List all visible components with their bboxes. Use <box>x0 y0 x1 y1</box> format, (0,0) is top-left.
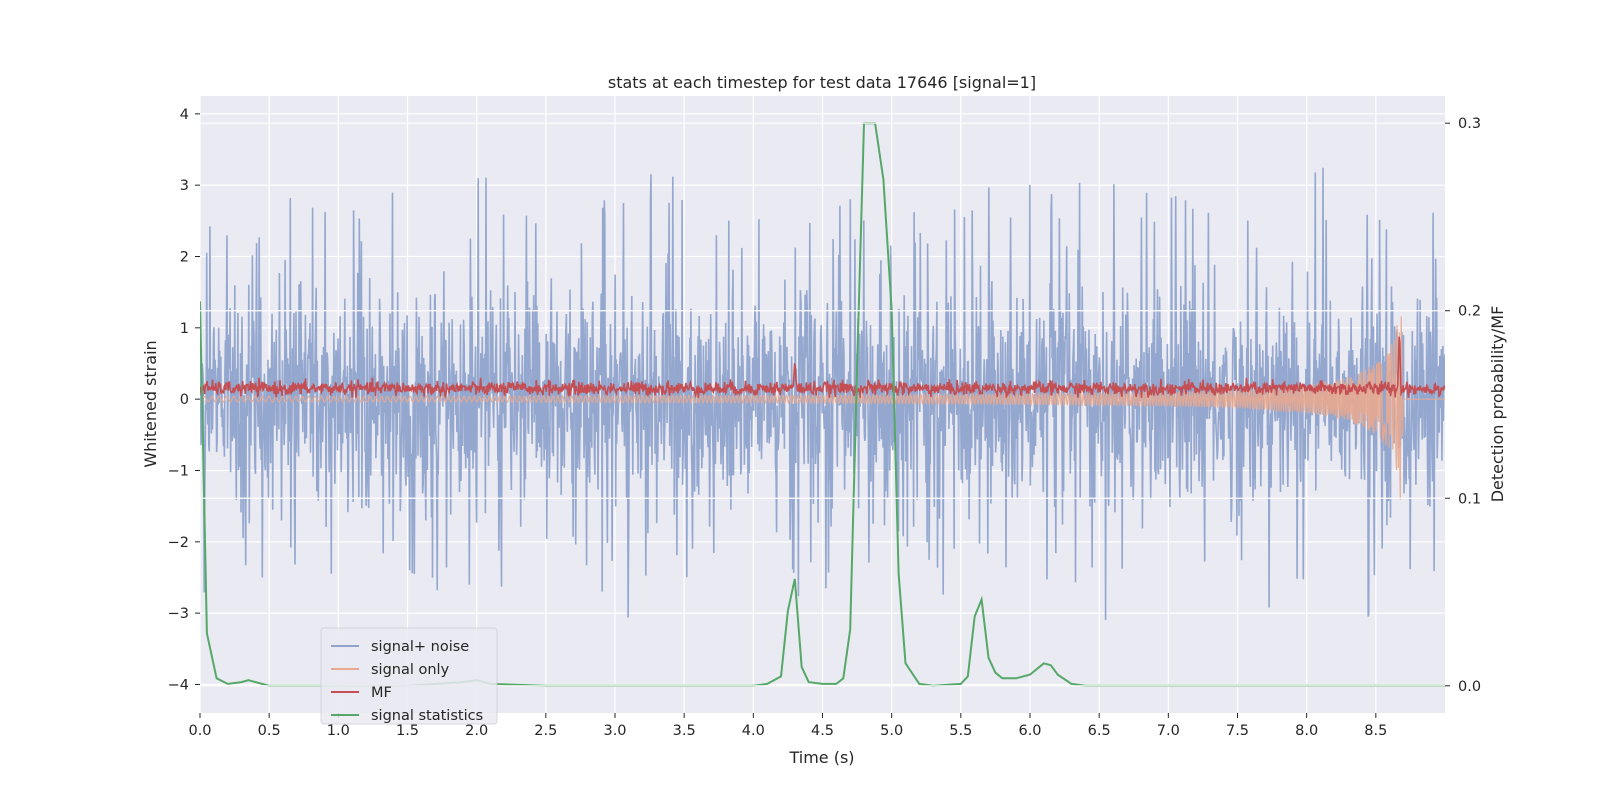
y-right-tick-label: 0.2 <box>1458 304 1481 320</box>
series-mf <box>200 336 1445 399</box>
x-tick-label: 3.0 <box>603 723 626 739</box>
x-axis: 0.0 0.5 1.0 1.5 2.0 2.5 3.0 3.5 4.0 4.5 5.0 5.5 6.0 6… <box>188 713 1387 739</box>
chart-title: stats at each timestep for test data 176… <box>608 73 1036 92</box>
x-tick-label: 7.0 <box>1157 723 1180 739</box>
y-axis-left: 4 3 2 1 0 −1 −2 −3 −4 <box>168 107 200 693</box>
y-tick-label: 3 <box>180 178 189 194</box>
x-tick-label: 1.0 <box>327 723 350 739</box>
x-axis-label: Time (s) <box>788 748 854 767</box>
x-tick-label: 0.0 <box>188 723 211 739</box>
x-tick-label: 8.5 <box>1364 723 1387 739</box>
x-tick-label: 7.5 <box>1226 723 1249 739</box>
legend-label: signal only <box>371 662 450 678</box>
legend-label: MF <box>371 685 392 701</box>
y-right-tick-label: 0.0 <box>1458 679 1481 695</box>
x-tick-label: 6.0 <box>1018 723 1041 739</box>
y-tick-label: 4 <box>180 107 189 123</box>
series-signal-only <box>200 316 1445 500</box>
x-tick-label: 8.0 <box>1295 723 1318 739</box>
y-axis-label: Whitened strain <box>141 340 160 467</box>
legend-box <box>320 627 498 725</box>
x-tick-label: 4.5 <box>811 723 834 739</box>
y-tick-label: −2 <box>168 535 189 551</box>
y-tick-label: 2 <box>180 249 189 265</box>
x-tick-label: 1.5 <box>396 723 419 739</box>
y-axis-right: 0.3 0.2 0.1 0.0 <box>1445 116 1481 695</box>
y-right-tick-label: 0.3 <box>1458 116 1481 132</box>
legend-entries: signal+ noise signal only MF signal statist… <box>331 639 483 724</box>
x-tick-label: 2.5 <box>534 723 557 739</box>
x-tick-label: 3.5 <box>673 723 696 739</box>
y-tick-label: −4 <box>168 677 189 693</box>
y-tick-label: 0 <box>180 392 189 408</box>
x-tick-label: 6.5 <box>1088 723 1111 739</box>
legend: signal+ noise signal only MF signal statist… <box>320 627 498 725</box>
x-tick-label: 0.5 <box>258 723 281 739</box>
x-tick-label: 5.5 <box>949 723 972 739</box>
x-tick-label: 4.0 <box>742 723 765 739</box>
y-tick-label: 1 <box>180 321 189 337</box>
x-tick-label: 5.0 <box>880 723 903 739</box>
legend-label: signal statistics <box>371 708 483 724</box>
y-tick-label: −1 <box>168 463 189 479</box>
legend-label: signal+ noise <box>371 639 469 655</box>
y-tick-label: −3 <box>168 606 189 622</box>
y-right-tick-label: 0.1 <box>1458 491 1481 507</box>
y-axis-right-label: Detection probability/MF <box>1488 306 1507 503</box>
x-tick-label: 2.0 <box>465 723 488 739</box>
